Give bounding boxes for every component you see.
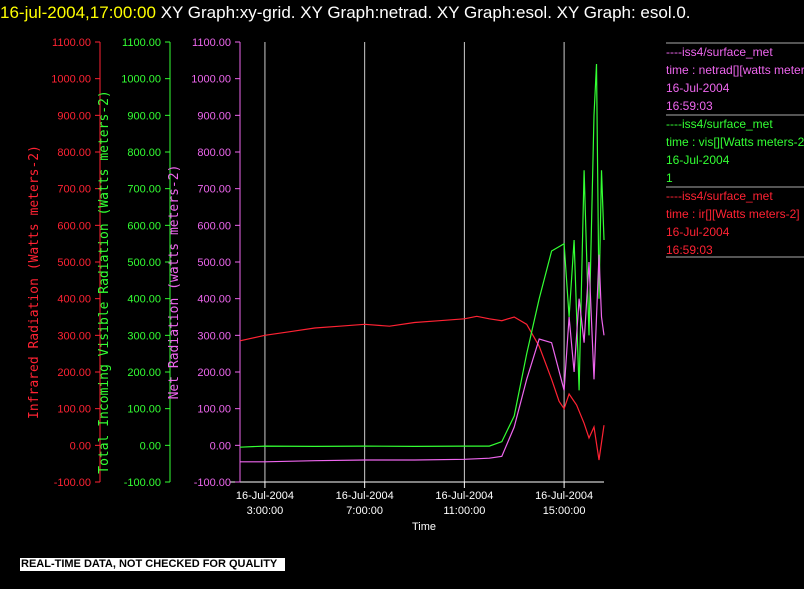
y-tick-label-ir: 200.00 xyxy=(57,367,91,379)
y-axis-title-netrad: Net Radiation (watts meters-2) xyxy=(167,165,182,400)
x-tick-label-time: 3:00:00 xyxy=(247,505,284,517)
legend-line-ir: ----iss4/surface_met xyxy=(666,189,773,203)
x-tick-label-date: 16-Jul-2004 xyxy=(535,490,593,502)
title-timestamp: 16-jul-2004,17:00:00 xyxy=(0,3,156,22)
y-tick-label-ir: 500.00 xyxy=(57,257,91,269)
y-tick-label-vis: -100.00 xyxy=(124,477,161,489)
y-tick-label-vis: 500.00 xyxy=(127,257,161,269)
series-line-vis xyxy=(239,63,605,448)
y-tick-label-netrad: 600.00 xyxy=(197,220,231,232)
y-tick-label-ir: 900.00 xyxy=(57,110,91,122)
x-axis-title: Time xyxy=(412,521,436,533)
y-tick-label-ir: -100.00 xyxy=(54,477,91,489)
x-tick-label-date: 16-Jul-2004 xyxy=(336,490,394,502)
legend-line-netrad: 16-Jul-2004 xyxy=(666,81,730,95)
quality-notice: REAL-TIME DATA, NOT CHECKED FOR QUALITY xyxy=(20,558,286,571)
legend-line-netrad: 16:59:03 xyxy=(666,99,713,113)
title-text: XY Graph:xy-grid. XY Graph:netrad. XY Gr… xyxy=(160,3,691,22)
series-line-netrad xyxy=(240,254,605,463)
y-tick-label-ir: 400.00 xyxy=(57,294,91,306)
y-tick-label-netrad: 1000.00 xyxy=(191,74,231,86)
x-tick-label-time: 7:00:00 xyxy=(346,505,383,517)
y-tick-label-ir: 1100.00 xyxy=(52,37,91,49)
series-line-ir xyxy=(239,315,605,461)
x-tick-label-date: 16-Jul-2004 xyxy=(435,490,493,502)
legend-line-netrad: ----iss4/surface_met xyxy=(666,45,773,59)
y-tick-label-netrad: 300.00 xyxy=(197,330,231,342)
y-tick-label-netrad: 200.00 xyxy=(197,367,231,379)
legend-line-ir: 16:59:03 xyxy=(666,243,713,257)
y-tick-label-netrad: 100.00 xyxy=(197,404,231,416)
y-tick-label-vis: 200.00 xyxy=(127,367,161,379)
legend-line-ir: 16-Jul-2004 xyxy=(666,225,730,239)
y-tick-label-netrad: -100.00 xyxy=(194,477,231,489)
y-tick-label-ir: 0.00 xyxy=(70,440,91,452)
legend-line-vis: ----iss4/surface_met xyxy=(666,117,773,131)
x-tick-label-time: 11:00:00 xyxy=(443,505,485,517)
y-tick-label-vis: 600.00 xyxy=(127,220,161,232)
y-tick-label-ir: 1000.00 xyxy=(51,74,91,86)
y-tick-label-netrad: 900.00 xyxy=(197,110,231,122)
y-tick-label-vis: 400.00 xyxy=(127,294,161,306)
y-tick-label-vis: 300.00 xyxy=(127,330,161,342)
legend-line-vis: time : vis[][Watts meters-2] xyxy=(666,135,804,149)
y-tick-label-netrad: 800.00 xyxy=(197,147,231,159)
y-axis-title-ir: Infrared Radiation (Watts meters-2) xyxy=(27,145,42,419)
y-tick-label-netrad: 500.00 xyxy=(197,257,231,269)
y-tick-label-netrad: 400.00 xyxy=(197,294,231,306)
y-axis-title-vis: Total Incoming Visible Radiation (Watts … xyxy=(97,90,112,474)
legend-line-vis: 1 xyxy=(666,171,673,185)
y-tick-label-ir: 100.00 xyxy=(57,404,91,416)
legend-line-ir: time : ir[][Watts meters-2] xyxy=(666,207,800,221)
y-tick-label-ir: 800.00 xyxy=(57,147,91,159)
legend-line-vis: 16-Jul-2004 xyxy=(666,153,730,167)
y-tick-label-ir: 300.00 xyxy=(57,330,91,342)
x-tick-label-date: 16-Jul-2004 xyxy=(236,490,294,502)
y-tick-label-vis: 900.00 xyxy=(127,110,161,122)
y-tick-label-netrad: 1100.00 xyxy=(192,37,231,49)
y-tick-label-vis: 1100.00 xyxy=(122,37,161,49)
y-tick-label-ir: 700.00 xyxy=(57,184,91,196)
y-tick-label-vis: 100.00 xyxy=(127,404,161,416)
y-tick-label-vis: 700.00 xyxy=(127,184,161,196)
graph-title: 16-jul-2004,17:00:00 XY Graph:xy-grid. X… xyxy=(0,2,790,24)
y-tick-label-netrad: 0.00 xyxy=(210,440,231,452)
y-tick-label-netrad: 700.00 xyxy=(197,184,231,196)
y-tick-label-vis: 0.00 xyxy=(140,440,161,452)
y-tick-label-vis: 800.00 xyxy=(127,147,161,159)
y-tick-label-ir: 600.00 xyxy=(57,220,91,232)
legend-line-netrad: time : netrad[][watts meters-2] xyxy=(666,63,804,77)
x-tick-label-time: 15:00:00 xyxy=(543,505,586,517)
y-tick-label-vis: 1000.00 xyxy=(121,74,161,86)
